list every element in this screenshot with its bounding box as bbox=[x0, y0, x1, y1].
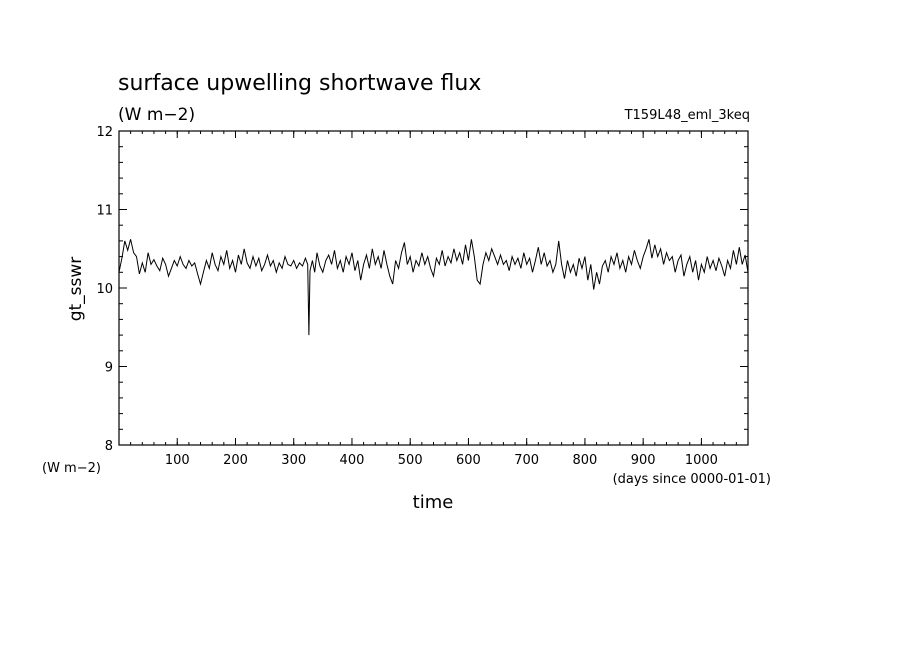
chart-subtitle: (W m−2) bbox=[118, 105, 195, 125]
y-tick-label: 8 bbox=[105, 439, 113, 454]
x-axis-label: time bbox=[413, 492, 454, 513]
plot-frame bbox=[118, 130, 749, 446]
x-tick-label: 1000 bbox=[685, 453, 718, 468]
run-label: T159L48_eml_3keq bbox=[624, 108, 750, 123]
y-tick-label: 11 bbox=[96, 204, 113, 219]
x-tick-label: 400 bbox=[340, 453, 365, 468]
x-tick-label: 800 bbox=[573, 453, 598, 468]
y-tick-label: 12 bbox=[96, 125, 113, 140]
y-axis-unit: (W m−2) bbox=[42, 461, 101, 476]
y-axis-label: gt_sswr bbox=[66, 257, 86, 322]
x-tick-label: 100 bbox=[165, 453, 190, 468]
chart-title: surface upwelling shortwave flux bbox=[118, 71, 481, 96]
x-tick-label: 500 bbox=[398, 453, 423, 468]
axis-ticks bbox=[119, 130, 748, 446]
x-tick-label: 300 bbox=[281, 453, 306, 468]
x-tick-label: 700 bbox=[514, 453, 539, 468]
tick-labels: 100 200 300 400 500 600 700 800 900 1000 8 9 10 11 12 bbox=[96, 125, 718, 468]
y-tick-label: 10 bbox=[96, 282, 113, 297]
x-axis-unit: (days since 0000-01-01) bbox=[613, 472, 771, 487]
x-tick-label: 600 bbox=[456, 453, 481, 468]
y-tick-label: 9 bbox=[105, 361, 113, 376]
x-tick-label: 200 bbox=[223, 453, 248, 468]
x-tick-label: 900 bbox=[631, 453, 656, 468]
series-line bbox=[118, 239, 749, 336]
